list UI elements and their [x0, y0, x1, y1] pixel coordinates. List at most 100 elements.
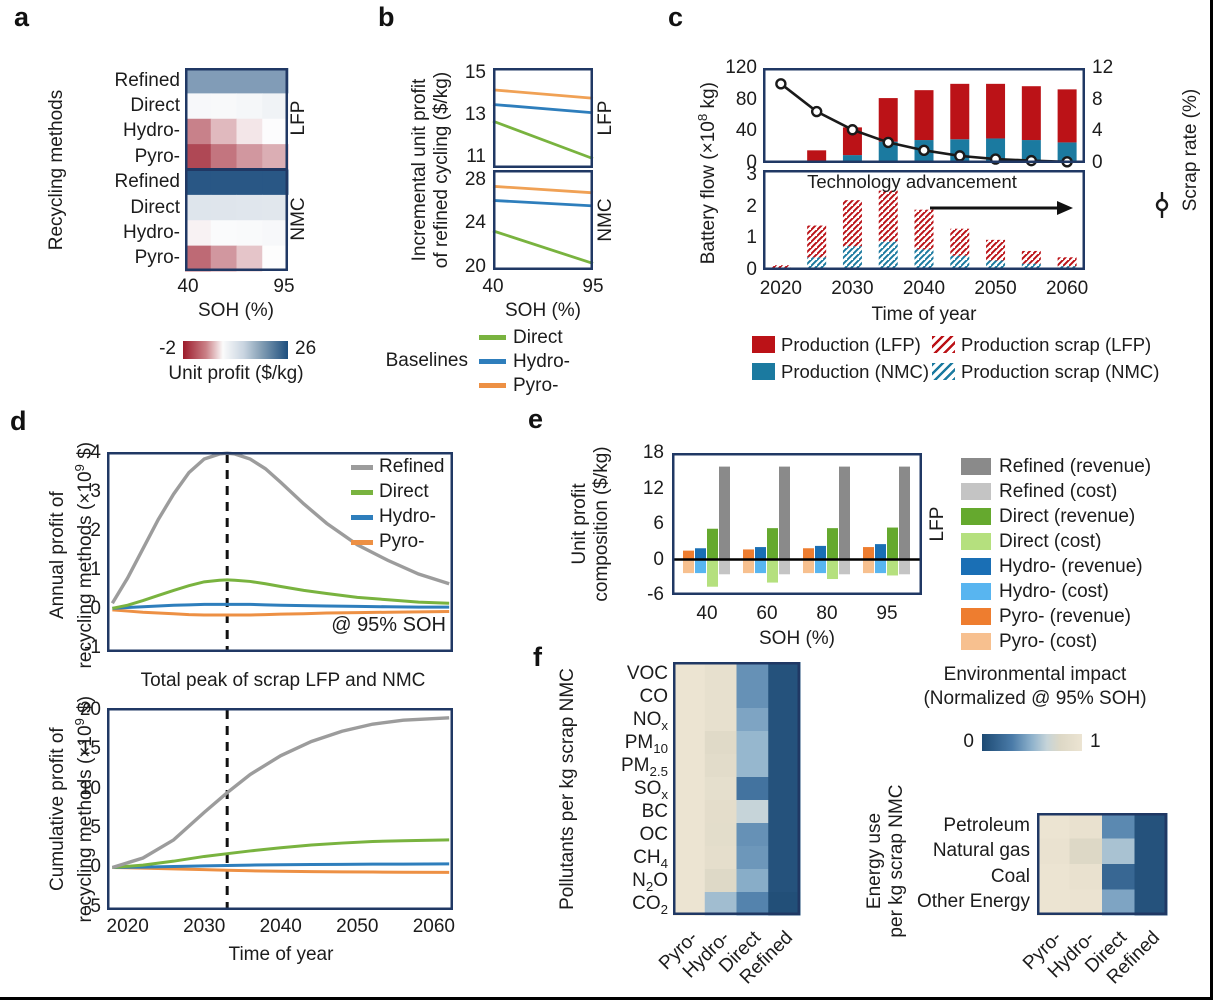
c-legend-label-prod-lfp: Production (LFP) [781, 334, 921, 355]
a-row-label-5: Direct [130, 196, 180, 218]
d-ytick-452-3: 3 [90, 481, 101, 503]
b-ytick-NMC-20: 20 [464, 255, 486, 277]
c-top-ytick-0: 0 [746, 152, 757, 173]
e-xtick-40: 40 [696, 603, 718, 624]
d-ytick-708--5: -5 [84, 895, 101, 917]
c-legend-swatch-scrap-lfp [932, 336, 955, 353]
b-group-label-lfp: LFP [595, 100, 616, 136]
d-xtick-2040: 2040 [259, 916, 302, 937]
e-legend-swatch-direct-cost [961, 533, 991, 550]
c-right-axis-label: Scrap rate (%) [1180, 88, 1201, 212]
f-pollutant-row-8: CH4 [633, 846, 668, 871]
d-ytick-452--1: -1 [84, 637, 101, 659]
a-x-axis-label: SOH (%) [198, 300, 274, 321]
c-bottom-ytick-3: 3 [746, 163, 757, 185]
b-ytick-NMC-28: 28 [464, 168, 486, 190]
c-top-ytick-120: 120 [725, 57, 757, 78]
c-x-axis-label: Time of year [871, 304, 977, 325]
f-pollutant-row-5: SOx [633, 777, 668, 802]
c-xtick-2050: 2050 [974, 278, 1017, 299]
f-pollutant-row-9: N2O [632, 869, 668, 894]
e-xtick-60: 60 [756, 603, 778, 624]
d-caption: Total peak of scrap LFP and NMC [140, 670, 426, 691]
f-pollutant-row-0: VOC [626, 662, 668, 684]
c-legend-swatch-prod-lfp [752, 336, 775, 353]
b-ytick-LFP-13: 13 [464, 103, 486, 125]
a-colorbar-max: 26 [295, 338, 317, 359]
f-colorbar-title-1: Environmental impact [943, 664, 1127, 685]
a-row-label-4: Refined [114, 171, 181, 193]
e-ytick-0: 0 [653, 548, 664, 570]
f-energy-row-2: Coal [990, 865, 1030, 887]
c-right-ytick-0: 0 [1092, 152, 1103, 173]
b-legend-label-hydro: Hydro- [513, 351, 571, 372]
panel-f-label: f [533, 642, 542, 672]
e-ytick--6: -6 [647, 584, 664, 605]
d-legend-swatch-direct [351, 490, 373, 495]
a-row-label-6: Hydro- [122, 221, 180, 243]
d-ytick-708-15: 15 [79, 738, 101, 760]
e-legend-label-direct-cost: Direct (cost) [999, 531, 1102, 552]
c-bottom-ytick-1: 1 [746, 227, 757, 249]
f-colorbar-max: 1 [1090, 731, 1101, 752]
e-legend-swatch-pyro-cost [961, 633, 991, 650]
b-legend-label-pyro: Pyro- [513, 375, 559, 396]
f-pollutant-row-10: CO2 [632, 892, 668, 917]
d-x-axis-label: Time of year [228, 944, 334, 965]
d-ytick-708-5: 5 [90, 817, 101, 839]
panel-e-label: e [528, 404, 544, 434]
e-legend-label-hydro-rev: Hydro- (revenue) [999, 556, 1143, 577]
c-bottom-ytick-2: 2 [746, 195, 757, 217]
c-xtick-2060: 2060 [1045, 278, 1089, 299]
f-colorbar-min: 0 [963, 731, 974, 752]
e-group-label-lfp: LFP [927, 506, 948, 542]
d-annotation-soh: @ 95% SOH [331, 614, 446, 636]
a-row-label-7: Pyro- [134, 247, 180, 269]
a-row-label-2: Hydro- [122, 120, 180, 142]
f-pollutant-row-4: PM2.5 [621, 754, 668, 779]
b-ytick-LFP-15: 15 [464, 62, 486, 84]
b-legend-swatch-pyro [479, 383, 506, 388]
d-legend-swatch-refined [351, 465, 373, 470]
d-ytick-708-20: 20 [79, 698, 101, 720]
e-bar-plot [672, 453, 922, 595]
panel-d-label: d [10, 406, 27, 436]
c-legend-swatch-scrap-nmc [932, 363, 955, 380]
f-pollutant-row-3: PM10 [624, 731, 668, 756]
c-scrap-rate-legend-icon [1155, 192, 1169, 218]
d-ytick-452-1: 1 [90, 559, 101, 581]
c-top-ytick-40: 40 [735, 120, 757, 142]
c-legend-swatch-prod-nmc [752, 363, 775, 380]
c-bottom-plot [763, 170, 1085, 270]
a-colorbar-gradient [183, 341, 288, 359]
e-legend-label-refined-cost: Refined (cost) [999, 481, 1118, 502]
c-legend-label-scrap-nmc: Production scrap (NMC) [961, 361, 1160, 382]
panel-c-label: c [668, 2, 684, 32]
d-legend-label-hydro: Hydro- [379, 506, 437, 527]
e-legend-label-hydro-cost: Hydro- (cost) [999, 581, 1109, 602]
f-pollutants-heatmap [673, 662, 801, 916]
c-bottom-ytick-0: 0 [746, 259, 757, 280]
a-row-label-1: Direct [130, 95, 180, 117]
b-legend-title: Baselines [385, 350, 468, 371]
f-pollutant-row-2: NOx [632, 708, 668, 733]
e-legend-label-pyro-cost: Pyro- (cost) [999, 631, 1098, 652]
panel-a-label: a [14, 2, 30, 32]
e-legend-swatch-refined-cost [961, 483, 991, 500]
e-legend-swatch-refined-rev [961, 458, 991, 475]
a-row-label-3: Pyro- [134, 145, 180, 167]
b-nmc-plot [492, 170, 594, 270]
f-colorbar-gradient [982, 734, 1082, 751]
panel-b-label: b [378, 2, 395, 32]
f-energy-row-1: Natural gas [932, 840, 1030, 862]
c-annotation: Technology advancement [807, 171, 1017, 192]
e-legend-label-refined-rev: Refined (revenue) [999, 456, 1152, 477]
b-xtick-95: 95 [582, 276, 604, 297]
f-pollutant-row-1: CO [639, 685, 669, 707]
c-right-ytick-8: 8 [1092, 88, 1103, 110]
d-ytick-452-2: 2 [90, 520, 101, 542]
e-xtick-80: 80 [816, 603, 838, 624]
a-row-label-0: Refined [114, 69, 181, 91]
d-xtick-2060: 2060 [412, 916, 455, 937]
f-pollutant-row-6: BC [641, 800, 668, 822]
